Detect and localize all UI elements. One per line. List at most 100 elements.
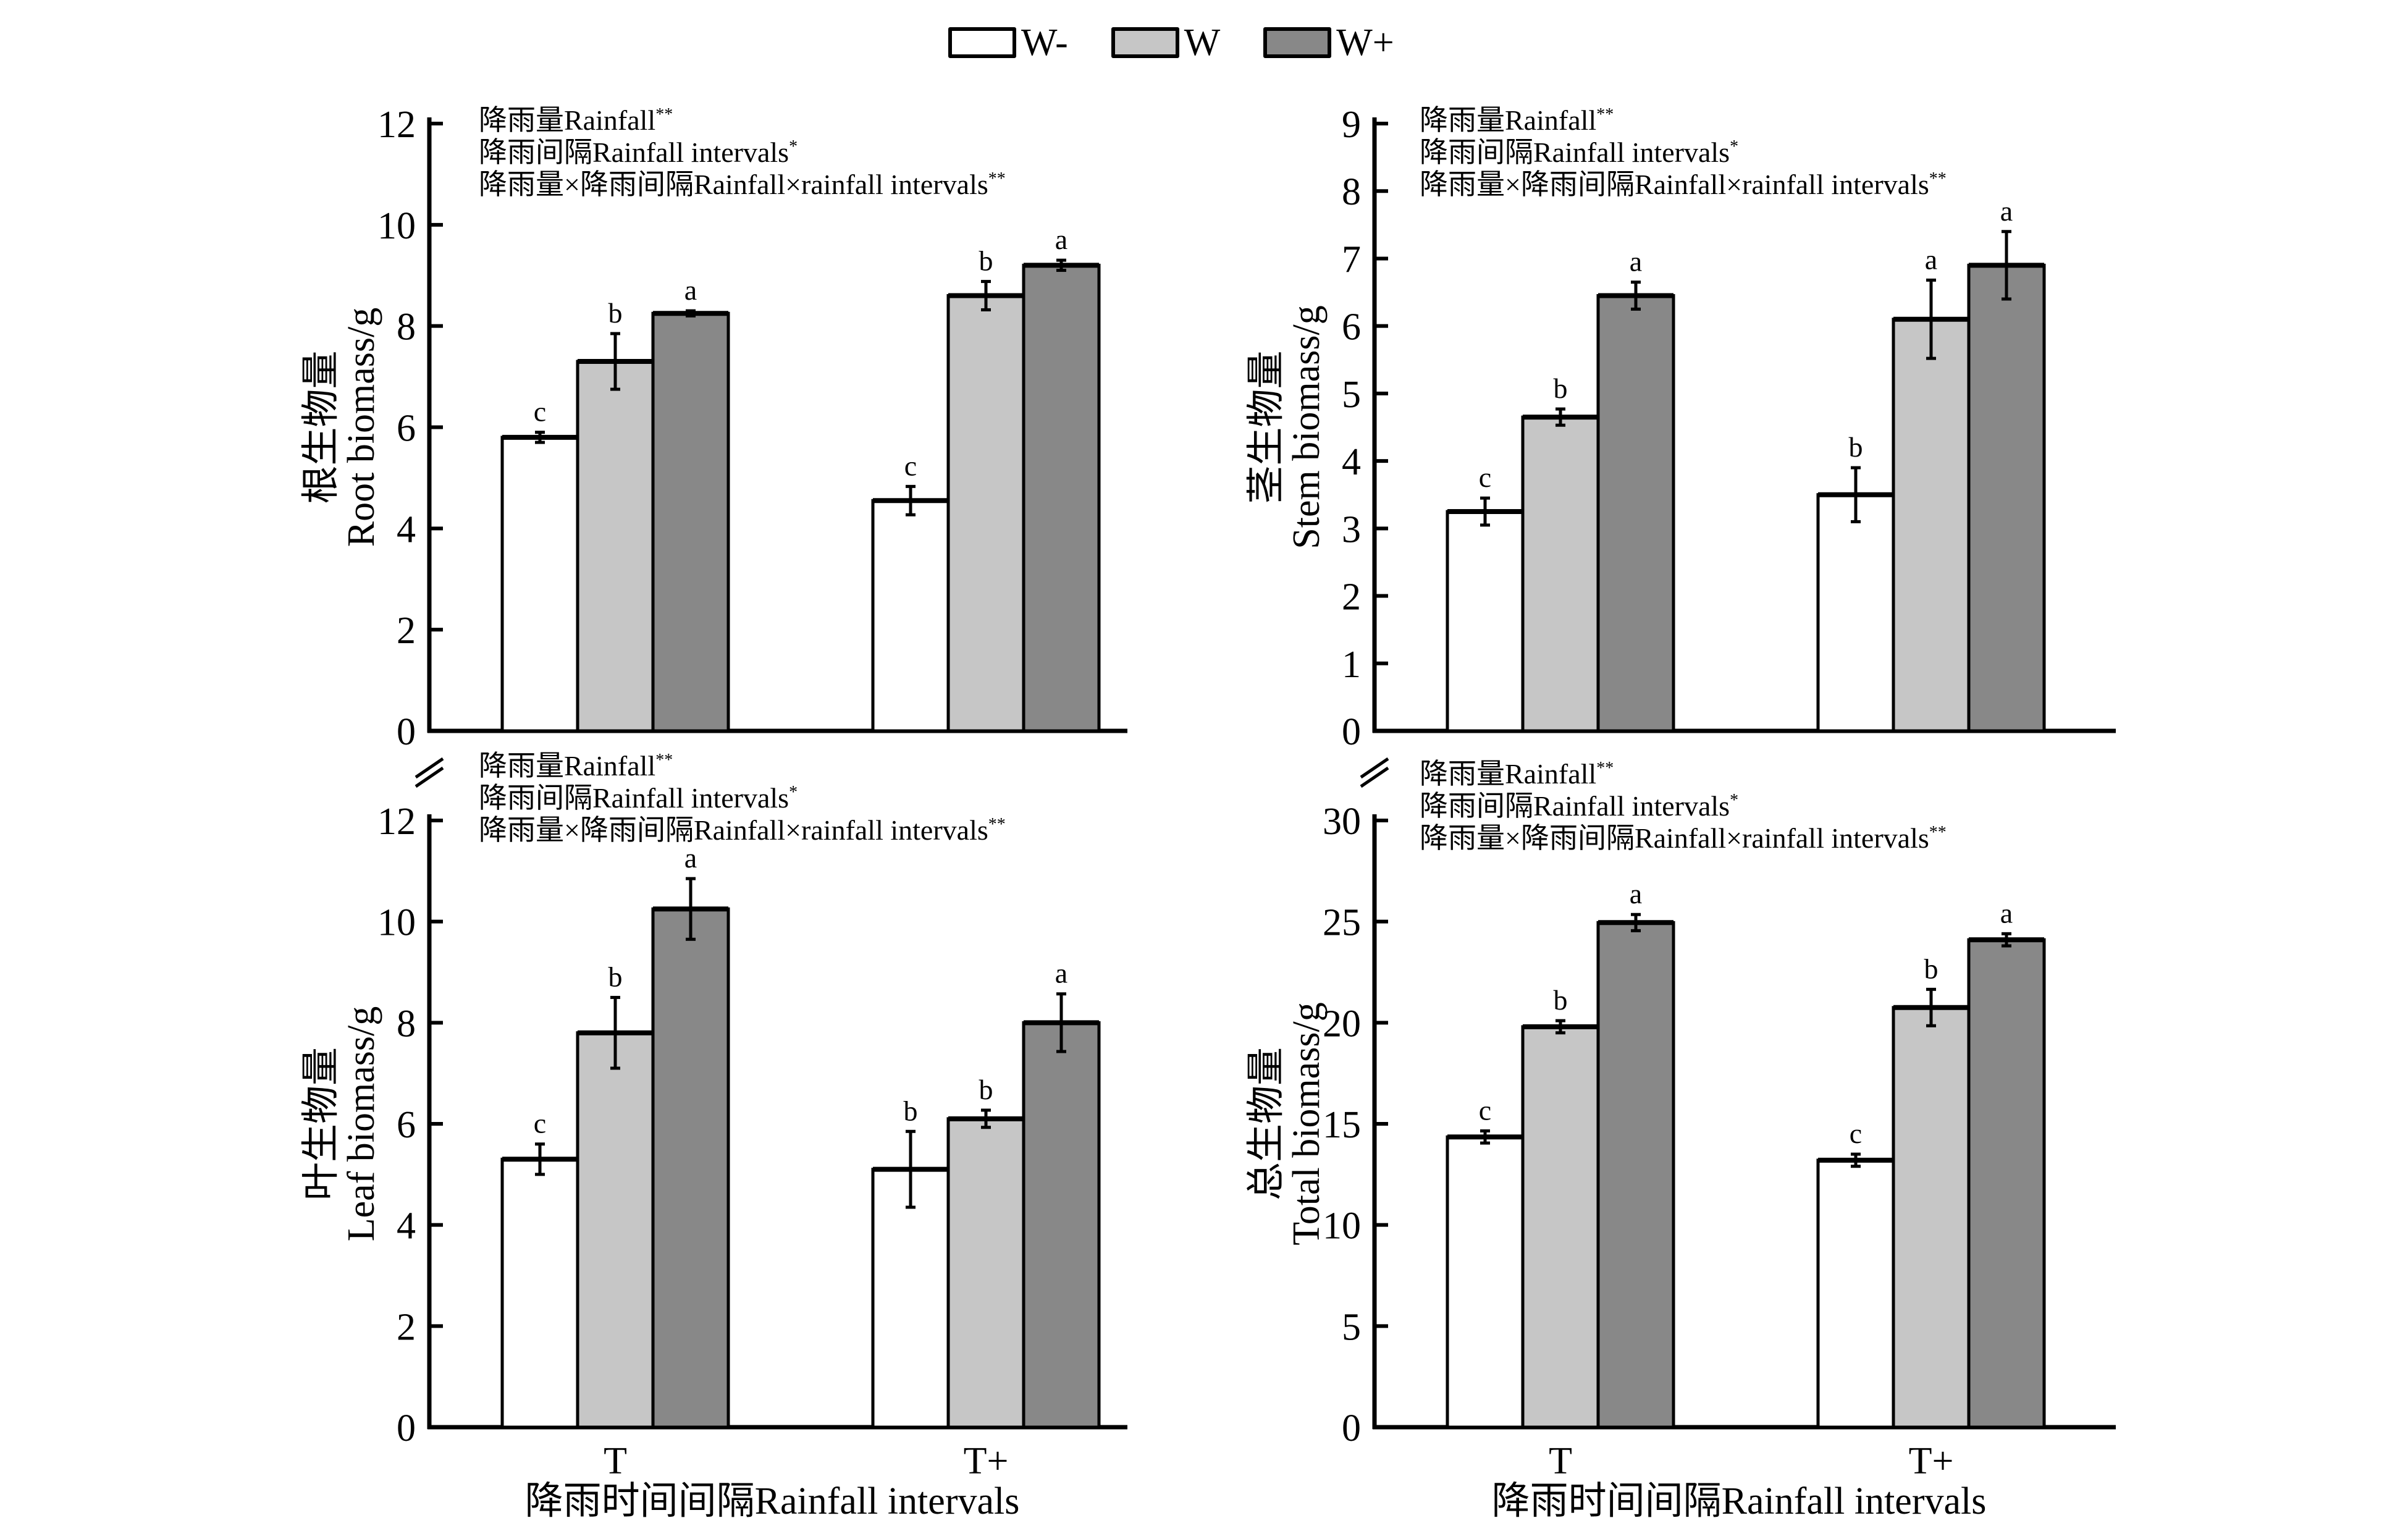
axis-break-mark [1360,757,1389,779]
bar-W-T [576,360,655,733]
significance-letter: c [1850,1118,1862,1149]
legend-label-w: W [1184,22,1221,64]
annotation-text: 降雨量×降雨间隔Rainfall×rainfall intervals [1420,822,1929,854]
y-tick-label: 8 [1342,171,1361,213]
y-tick-label: 8 [397,1003,416,1045]
significance-letter: b [979,245,993,277]
bar-W+-T [651,311,730,733]
bar-W-T [576,1031,655,1429]
bar-W--T+ [871,499,950,733]
significance-annotation: 降雨量Rainfall** [479,750,673,782]
bar-W--T+ [871,1168,950,1429]
annotation-stars: ** [655,105,673,124]
bar-W+-T+ [1967,938,2046,1429]
annotation-stars: ** [988,169,1006,188]
y-tick-label: 3 [1342,508,1361,550]
annotation-text: 降雨量Rainfall [1420,758,1596,790]
annotation-stars: ** [655,751,673,770]
bar-W+-T [651,907,730,1429]
y-tick-label: 5 [1342,374,1361,416]
y-tick-label: 2 [1342,576,1361,618]
y-axis-label-en: Total biomass/g [1286,1002,1328,1245]
significance-letter: b [1554,984,1568,1016]
y-tick-label: 2 [397,610,416,652]
annotation-text: 降雨量Rainfall [1420,104,1596,136]
annotation-text: 降雨量Rainfall [479,104,655,136]
bar-W-T [1521,415,1600,733]
legend-swatch-w [1111,27,1179,58]
bar-W--T [500,1157,579,1429]
bar-W+-T+ [1967,263,2046,733]
y-axis-label-en: Stem biomass/g [1286,305,1328,549]
significance-annotation: 降雨间隔Rainfall intervals* [1420,137,1738,168]
annotation-text: 降雨量×降雨间隔Rainfall×rainfall intervals [479,814,988,846]
significance-letter: b [1849,431,1863,463]
significance-letter: a [1630,878,1642,909]
annotation-stars: ** [1596,759,1614,778]
axis-break-mark [415,757,444,779]
annotation-stars: * [789,137,798,156]
y-tick-label: 6 [397,408,416,450]
y-tick-label: 4 [397,508,416,550]
legend-item-w-minus: W- [948,23,1068,62]
legend-label-w-minus: W- [1021,22,1068,64]
bar-W-T+ [1892,1006,1971,1429]
x-tick-label: T+ [1909,1440,1954,1482]
significance-letter: b [1554,373,1568,404]
y-tick-label: 30 [1323,801,1361,843]
bar-W+-T+ [1022,1021,1101,1429]
x-tick-label: T+ [964,1440,1009,1482]
annotation-text: 降雨间隔Rainfall intervals [479,137,789,168]
significance-letter: c [1479,1094,1491,1126]
significance-annotation: 降雨量×降雨间隔Rainfall×rainfall intervals** [1420,169,1947,200]
bar-W-T [1521,1025,1600,1429]
y-axis-label-cn: 叶生物量 [300,1047,342,1200]
annotation-text: 降雨间隔Rainfall intervals [1420,790,1730,822]
y-tick-label: 12 [377,104,416,146]
y-tick-label: 10 [377,902,416,944]
significance-letter: a [2000,195,2013,227]
significance-annotation: 降雨量×降雨间隔Rainfall×rainfall intervals** [479,169,1006,200]
y-tick-label: 10 [1323,1205,1361,1247]
annotation-stars: ** [1596,105,1614,124]
significance-letter: b [979,1074,993,1105]
significance-annotation: 降雨间隔Rainfall intervals* [479,137,798,168]
significance-annotation: 降雨量×降雨间隔Rainfall×rainfall intervals** [479,814,1006,846]
bar-W+-T+ [1022,263,1101,733]
y-axis-label-cn: 根生物量 [300,350,342,504]
significance-letter: a [1630,246,1642,277]
bar-W--T+ [1816,1158,1895,1429]
annotation-stars: ** [1929,169,1947,188]
y-tick-label: 10 [377,205,416,247]
y-tick-label: 7 [1342,238,1361,280]
significance-letter: a [684,842,697,874]
y-axis-label-en: Root biomass/g [340,308,382,547]
y-axis-label-en: Leaf biomass/g [340,1006,382,1242]
significance-annotation: 降雨间隔Rainfall intervals* [1420,790,1738,822]
x-tick-label: T [1549,1440,1572,1482]
annotation-text: 降雨间隔Rainfall intervals [479,782,789,814]
legend-swatch-w-minus [948,27,1016,58]
y-axis-label-cn: 总生物量 [1245,1047,1287,1200]
x-axis-label: 降雨时间间隔Rainfall intervals [1492,1480,1987,1518]
y-tick-label: 6 [397,1104,416,1146]
significance-letter: b [608,297,623,329]
legend: W- W W+ [948,23,1438,62]
bar-W--T [500,436,579,733]
significance-annotation: 降雨间隔Rainfall intervals* [479,782,798,814]
legend-label-w-plus: W+ [1336,22,1394,64]
y-tick-label: 8 [397,306,416,348]
annotation-text: 降雨量Rainfall [479,750,655,782]
significance-letter: b [1924,953,1939,984]
y-tick-label: 4 [1342,441,1361,483]
x-tick-label: T [604,1440,627,1482]
significance-annotation: 降雨量Rainfall** [1420,758,1614,790]
y-axis-label-cn: 茎生物量 [1245,350,1287,504]
y-tick-label: 6 [1342,306,1361,348]
significance-annotation: 降雨量Rainfall** [1420,104,1614,136]
significance-annotation: 降雨量×降雨间隔Rainfall×rainfall intervals** [1420,822,1947,854]
